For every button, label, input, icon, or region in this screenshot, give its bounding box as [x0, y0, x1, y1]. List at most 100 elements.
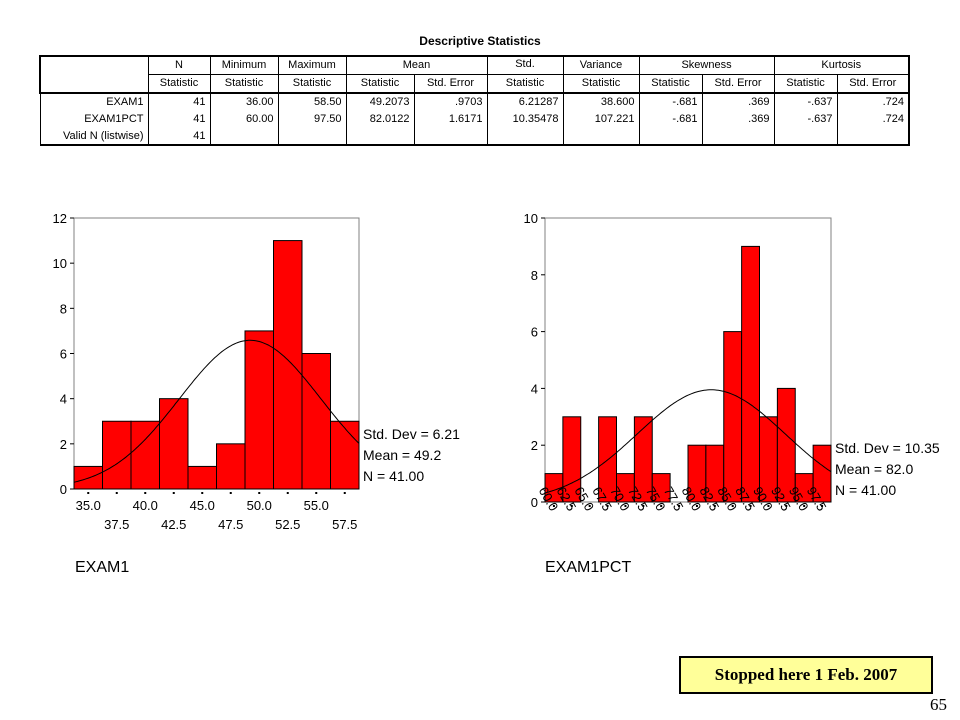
y-tick-label: 6: [60, 347, 67, 362]
histogram-bar: [273, 240, 303, 490]
y-tick-label: 4: [60, 392, 67, 407]
y-tick-label: 2: [60, 437, 67, 452]
x-tick-label: 52.5: [275, 517, 300, 532]
subheader: Statistic: [562, 73, 639, 93]
row-label: EXAM1PCT: [39, 110, 148, 128]
x-tick-label: 57.5: [332, 517, 357, 532]
normal-curve: [544, 389, 832, 494]
table-cell: .369: [701, 110, 775, 128]
histogram-bar: [330, 420, 360, 490]
normal-curve: [73, 339, 360, 483]
table-cell: 58.50: [277, 91, 346, 111]
y-tick-label: 12: [53, 211, 67, 226]
table-cell: 49.2073: [345, 91, 414, 111]
header-skewness: Skewness: [638, 54, 775, 75]
y-tick-label: 4: [531, 381, 538, 396]
subheader: Statistic: [147, 73, 210, 93]
table-cell: 97.50: [277, 110, 346, 128]
header-kurtosis: Kurtosis: [773, 54, 911, 75]
x-tick-label: 45.0: [190, 498, 215, 513]
y-tick-label: 8: [60, 301, 67, 316]
histogram-bar: [159, 398, 189, 490]
x-axis-label: EXAM1PCT: [545, 559, 631, 576]
table-cell: [638, 127, 702, 146]
table-cell: [413, 127, 487, 146]
table-cell: 82.0122: [345, 110, 414, 128]
stats-annotation: N = 41.00: [363, 468, 424, 484]
x-tick-label: 37.5: [104, 517, 129, 532]
row-label: Valid N (listwise): [39, 127, 148, 146]
histogram-bar: [812, 444, 832, 503]
table-cell: 60.00: [209, 110, 278, 128]
stats-annotation: Mean = 82.0: [835, 461, 913, 477]
y-tick-label: 2: [531, 438, 538, 453]
stats-annotation: Std. Dev = 10.35: [835, 440, 940, 456]
y-tick-label: 10: [524, 211, 538, 226]
histogram-bar: [723, 331, 743, 503]
x-tick-label: 50.0: [247, 498, 272, 513]
table-cell: 1.6171: [413, 110, 487, 128]
table-cell: [209, 127, 278, 146]
x-axis-label: EXAM1: [75, 559, 129, 576]
x-tick-label: 55.0: [304, 498, 329, 513]
row-label: EXAM1: [39, 91, 148, 111]
histogram-bar: [633, 416, 653, 503]
x-tick-label: 42.5: [161, 517, 186, 532]
x-tick-label: 35.0: [76, 498, 101, 513]
subheader: Std. Error: [701, 73, 775, 93]
table-cell: .724: [836, 91, 911, 111]
subheader: Statistic: [486, 73, 563, 93]
table-title: Descriptive Statistics: [419, 34, 541, 48]
table-cell: 41: [147, 127, 210, 146]
table-cell: .9703: [413, 91, 487, 111]
stopped-here-note: Stopped here 1 Feb. 2007: [679, 656, 933, 694]
header-variance: Variance: [562, 54, 639, 75]
table-cell: 36.00: [209, 91, 278, 111]
header-std: Std.: [486, 54, 563, 75]
histogram-bar: [102, 420, 132, 490]
table-cell: .724: [836, 110, 911, 128]
subheader: Statistic: [638, 73, 702, 93]
subheader: Statistic: [345, 73, 414, 93]
header-maximum: Maximum: [277, 54, 346, 75]
corner-cell: [39, 54, 148, 75]
histogram-bar: [301, 353, 331, 490]
table-row: EXAM1 41 36.00 58.50 49.2073 .9703 6.212…: [39, 91, 911, 111]
subheader: Statistic: [773, 73, 838, 93]
histogram-bar: [776, 387, 796, 503]
table-cell: [277, 127, 346, 146]
histogram-bar: [244, 330, 274, 490]
table-cell: [836, 127, 911, 146]
table-cell: 41: [147, 110, 210, 128]
subheader: Std. Error: [413, 73, 487, 93]
x-tick-label: 47.5: [218, 517, 243, 532]
header-minimum: Minimum: [209, 54, 278, 75]
table-cell: [345, 127, 414, 146]
table-cell: 10.35478: [486, 110, 563, 128]
stats-annotation: Std. Dev = 6.21: [363, 426, 460, 442]
y-tick-label: 8: [531, 268, 538, 283]
y-tick-label: 0: [60, 482, 67, 497]
y-tick-label: 10: [53, 256, 67, 271]
table-cell: [701, 127, 775, 146]
histogram-bar: [651, 473, 671, 503]
corner-cell-2: [39, 74, 148, 93]
stats-annotation: Mean = 49.2: [363, 447, 441, 463]
page-number: 65: [930, 695, 947, 714]
x-tick-label: 40.0: [133, 498, 158, 513]
table-cell: -.681: [638, 91, 702, 111]
subheader: Statistic: [277, 73, 346, 93]
table-cell: -.681: [638, 110, 702, 128]
subheader: Std. Error: [836, 73, 911, 93]
table-row: EXAM1PCT 41 60.00 97.50 82.0122 1.6171 1…: [39, 110, 911, 128]
y-tick-label: 6: [531, 325, 538, 340]
table-cell: 107.221: [562, 110, 639, 128]
histogram-bar: [741, 245, 760, 503]
table-cell: 41: [147, 91, 210, 111]
header-mean: Mean: [345, 54, 487, 75]
table-cell: .369: [701, 91, 775, 111]
table-cell: [562, 127, 639, 146]
header-n: N: [147, 54, 210, 75]
